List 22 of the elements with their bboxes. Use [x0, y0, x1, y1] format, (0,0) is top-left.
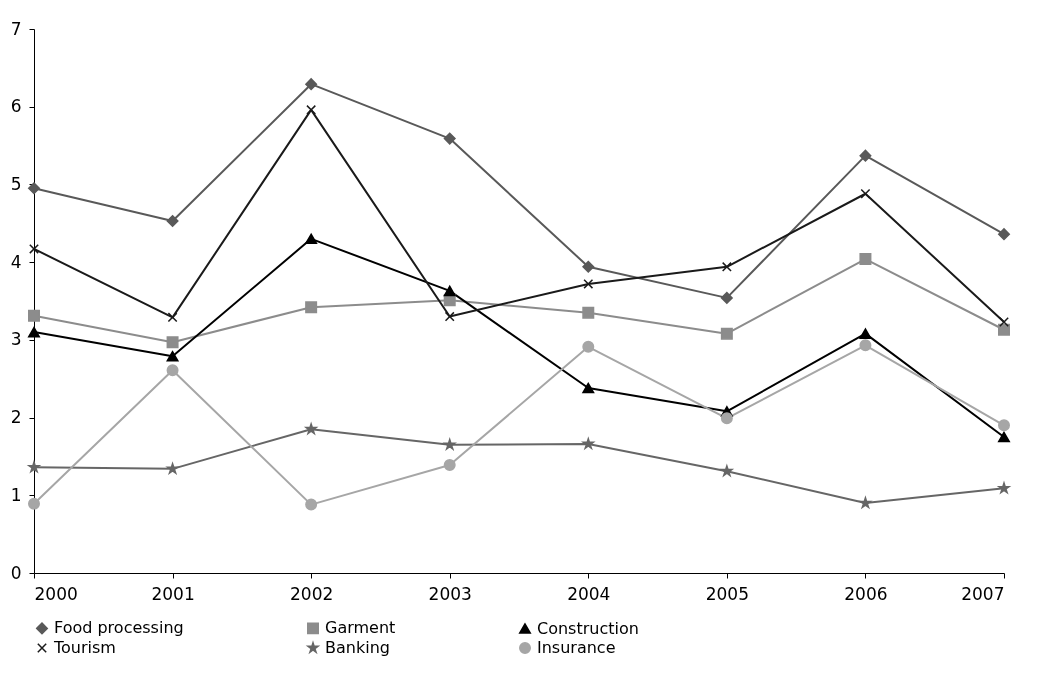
legend-label: Garment [325, 618, 396, 638]
x-tick-label: 2000 [34, 583, 78, 604]
x-tick-label: 2001 [151, 583, 195, 604]
y-tick-label: 4 [10, 251, 22, 272]
x-tick-label: 2006 [844, 583, 888, 604]
legend-label: Banking [325, 638, 390, 657]
x-tick-label: 2003 [428, 583, 472, 604]
legend-label: Tourism [53, 638, 116, 657]
legend-label: Food processing [54, 618, 184, 638]
legend-label: Construction [537, 618, 639, 638]
x-tick-label: 2002 [290, 583, 334, 604]
y-tick-label: 6 [10, 96, 22, 117]
y-tick-label: 5 [10, 173, 22, 194]
y-tick-label: 1 [10, 484, 22, 505]
x-tick-label: 2007 [961, 583, 1005, 604]
y-tick-label: 0 [10, 562, 22, 583]
y-tick-label: 7 [10, 18, 22, 39]
x-tick-label: 2004 [567, 583, 611, 604]
y-tick-label: 3 [10, 329, 22, 350]
legend-label: Insurance [537, 638, 616, 657]
y-tick-label: 2 [10, 407, 22, 428]
x-tick-label: 2005 [705, 583, 749, 604]
